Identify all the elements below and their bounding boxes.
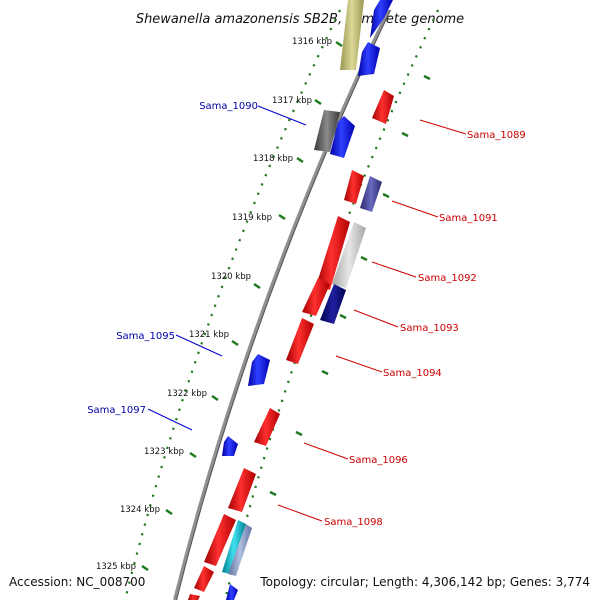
tick-mark	[231, 339, 239, 347]
gene-feature	[194, 566, 214, 592]
tick-mark	[278, 213, 286, 221]
gene-feature	[226, 584, 238, 600]
tick-label: 1323 kbp	[144, 447, 184, 457]
tick-mark	[296, 156, 304, 164]
gene-feature	[330, 116, 355, 158]
gene-label-sama-1093[interactable]: Sama_1093	[400, 323, 459, 334]
gene-label-sama-1096[interactable]: Sama_1096	[349, 455, 408, 466]
gene-label-sama-1092[interactable]: Sama_1092	[418, 273, 477, 284]
tick-mark	[314, 98, 322, 106]
gene-feature	[332, 222, 366, 288]
callout-line	[277, 504, 323, 522]
gene-feature	[314, 110, 340, 152]
tick-mark	[382, 192, 390, 199]
tick-mark	[211, 394, 219, 402]
genome-backbone-shade	[176, 9, 391, 600]
tick-label: 1321 kbp	[189, 330, 229, 340]
gene-feature	[340, 0, 364, 70]
gene-feature	[228, 468, 256, 512]
gene-feature	[204, 514, 236, 566]
callout-line	[303, 442, 349, 460]
gene-feature	[320, 284, 346, 324]
tick-label: 1322 kbp	[167, 389, 207, 399]
callout-line	[353, 309, 399, 328]
gene-feature	[360, 176, 382, 212]
tick-label: 1325 kbp	[96, 562, 136, 572]
tick-label: 1318 kbp	[253, 154, 293, 164]
gene-feature	[254, 408, 280, 446]
gene-label-sama-1094[interactable]: Sama_1094	[383, 368, 442, 379]
callout-line	[371, 261, 417, 278]
tick-label: 1319 kbp	[232, 213, 272, 223]
tick-label: 1317 kbp	[272, 96, 312, 106]
gene-label-sama-1098[interactable]: Sama_1098	[324, 517, 383, 528]
tick-mark	[401, 131, 409, 138]
callout-line	[175, 334, 223, 357]
gene-feature	[370, 0, 393, 38]
gene-label-sama-1095[interactable]: Sama_1095	[116, 331, 175, 342]
tick-mark	[360, 255, 368, 262]
tick-mark	[423, 74, 431, 81]
inner-tick-ring	[123, 9, 341, 600]
gene-feature	[358, 42, 380, 76]
gene-feature	[286, 318, 314, 364]
gene-label-sama-1089[interactable]: Sama_1089	[467, 130, 526, 141]
callout-line	[391, 200, 439, 218]
gene-feature	[228, 524, 252, 576]
outer-major-ticks	[269, 74, 431, 497]
callout-line	[147, 408, 193, 431]
genes	[188, 0, 394, 600]
callout-lines	[147, 105, 467, 522]
tick-mark	[269, 490, 277, 497]
tick-mark	[253, 282, 261, 290]
gene-feature	[248, 354, 270, 386]
gene-feature	[222, 436, 238, 456]
tick-label: 1320 kbp	[211, 272, 251, 282]
gene-feature	[188, 594, 200, 600]
callout-line	[257, 105, 307, 126]
callout-line	[335, 355, 383, 373]
gene-label-sama-1090[interactable]: Sama_1090	[199, 101, 258, 112]
tick-mark	[321, 369, 329, 376]
gene-label-sama-1097[interactable]: Sama_1097	[87, 405, 146, 416]
gene-feature	[344, 170, 364, 204]
tick-mark	[339, 313, 347, 320]
genome-backbone	[173, 9, 391, 600]
gene-feature	[316, 216, 350, 290]
tick-label: 1316 kbp	[292, 37, 332, 47]
gene-feature	[372, 90, 394, 124]
major-ticks	[141, 40, 343, 572]
accession-text: Accession: NC_008700	[9, 575, 145, 589]
tick-label: 1324 kbp	[120, 505, 160, 515]
gene-label-sama-1091[interactable]: Sama_1091	[439, 213, 498, 224]
tick-mark	[335, 40, 343, 48]
outer-tick-ring	[223, 9, 439, 600]
tick-mark	[295, 430, 303, 437]
gene-feature	[302, 278, 330, 316]
tick-mark	[141, 564, 149, 572]
map-title: Shewanella amazonensis SB2B, complete ge…	[136, 12, 464, 27]
tick-mark	[165, 508, 173, 516]
gene-feature	[222, 520, 246, 574]
callout-line	[419, 119, 467, 135]
summary-text: Topology: circular; Length: 4,306,142 bp…	[259, 575, 590, 589]
tick-mark	[189, 451, 197, 459]
